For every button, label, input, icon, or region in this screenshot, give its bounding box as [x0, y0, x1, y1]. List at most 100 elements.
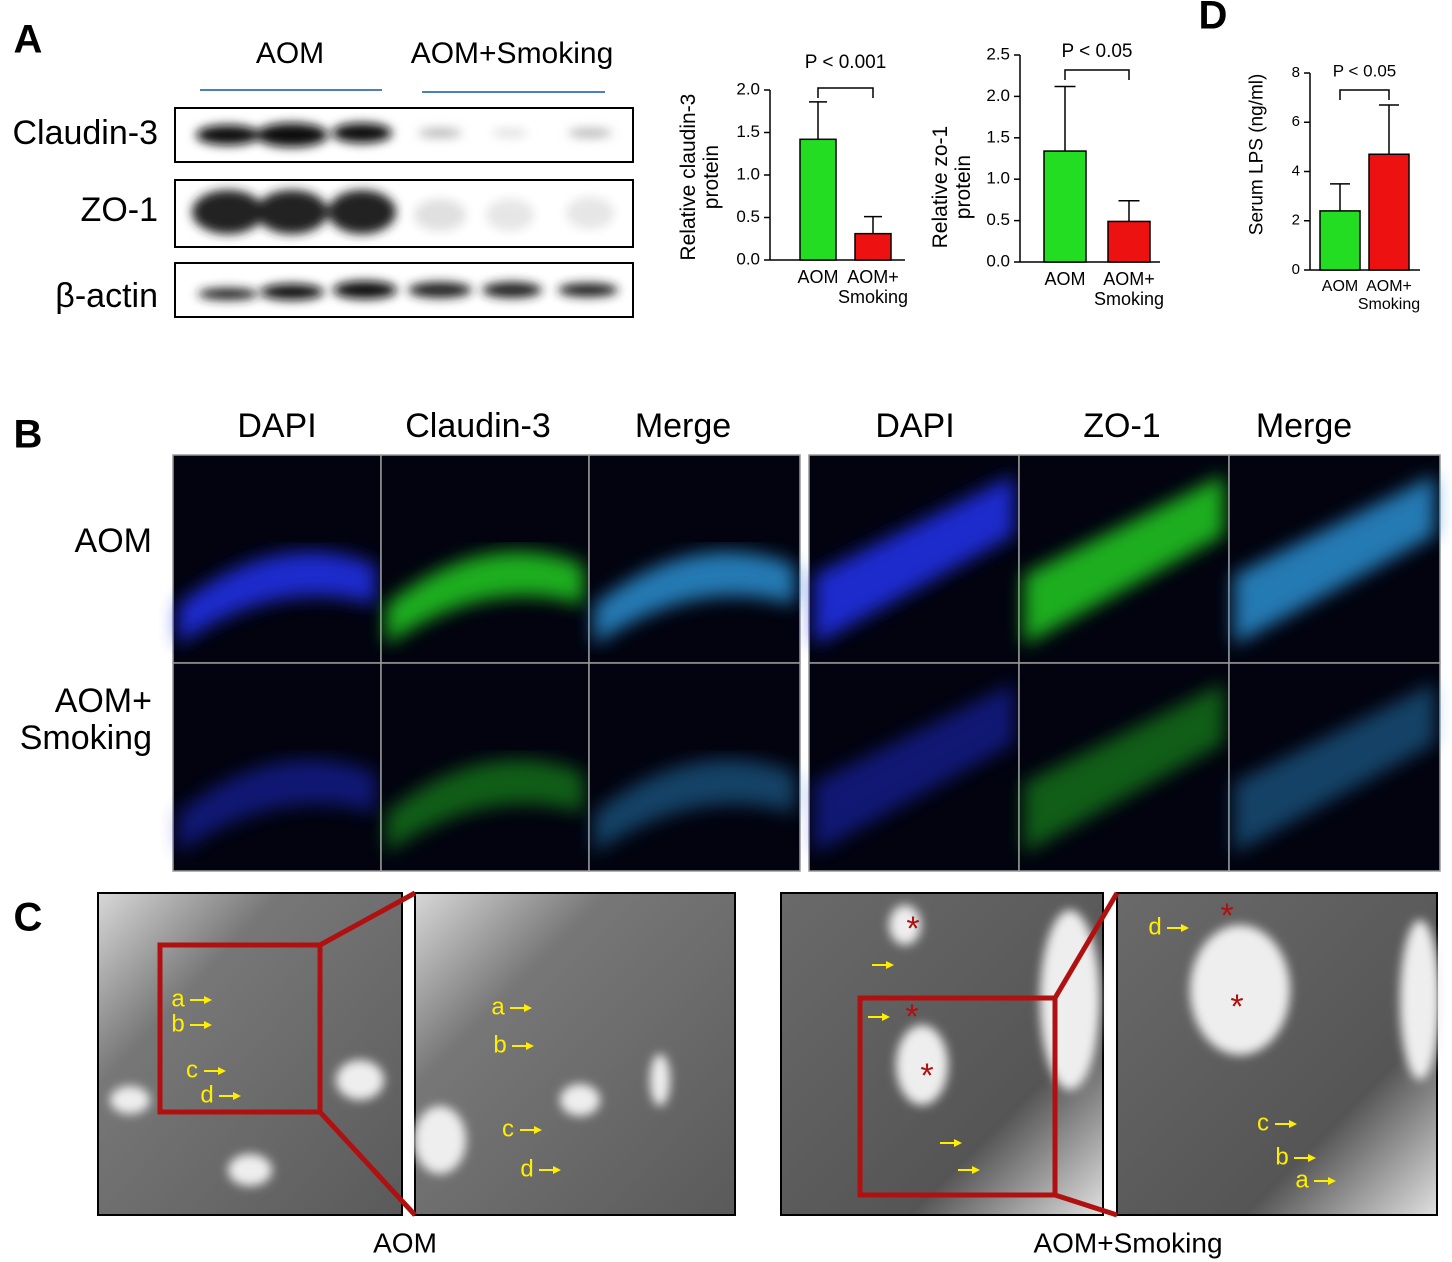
y-tick-label: 2.5	[986, 44, 1010, 63]
tissue	[1234, 475, 1435, 645]
blot-group-label: AOM+Smoking	[411, 37, 614, 70]
y-tick-label: 2.0	[736, 79, 760, 98]
marker-label: c	[186, 1056, 198, 1083]
bar	[1319, 210, 1361, 271]
arrow-head	[1181, 924, 1189, 932]
column-label: Merge	[635, 407, 731, 445]
y-tick-label: 2.0	[986, 86, 1010, 105]
marker-label: c	[502, 1115, 514, 1142]
arrow-head	[954, 1139, 962, 1147]
arrow-head	[218, 1067, 226, 1075]
y-tick-label: 0.0	[736, 249, 760, 268]
marker-label: b	[171, 1010, 184, 1037]
arrow-head	[204, 996, 212, 1004]
y-axis-label: Relative zo-1 protein	[928, 125, 975, 249]
marker-label: c	[1257, 1109, 1269, 1136]
bar	[1107, 220, 1151, 263]
arrow-head	[233, 1092, 241, 1100]
significance-bracket	[817, 87, 874, 98]
y-tick-label: 1.5	[736, 122, 760, 141]
blot-row-label: β-actin	[55, 277, 158, 315]
arrow-head	[1308, 1154, 1316, 1162]
em-caption: AOM	[373, 1227, 437, 1258]
arrow-head	[553, 1166, 561, 1174]
marker-label: a	[171, 985, 185, 1012]
marker-label: d	[200, 1081, 213, 1108]
arrow-head	[886, 961, 894, 969]
bar	[854, 232, 892, 261]
blot-group-label: AOM	[256, 37, 324, 70]
y-tick-label: 8	[1292, 64, 1300, 81]
annotation: P < 0.05	[1062, 41, 1133, 62]
marker-label: b	[1275, 1143, 1288, 1170]
row-label: AOM	[74, 522, 152, 560]
y-tick-label: 0	[1292, 261, 1300, 278]
bar	[1043, 150, 1087, 263]
significance-bracket	[1339, 89, 1390, 100]
annotation: P < 0.05	[1333, 61, 1397, 80]
tissue	[386, 551, 584, 645]
asterisk: *	[1230, 988, 1243, 1026]
marker-label: a	[1295, 1166, 1309, 1193]
tissue	[594, 551, 795, 645]
x-tick-label: AOM	[1044, 269, 1086, 289]
x-tick-label: AOM+ Smoking	[837, 267, 909, 307]
blot-row-label: ZO-1	[81, 191, 158, 229]
panel-label: D	[1199, 0, 1228, 38]
tissue	[814, 475, 1014, 645]
tissue	[178, 759, 376, 853]
column-label: ZO-1	[1083, 407, 1160, 445]
asterisk: *	[920, 1057, 933, 1095]
arrow-head	[204, 1021, 212, 1029]
y-tick-label: 1.0	[736, 164, 760, 183]
arrow-head	[1328, 1177, 1336, 1185]
tissue	[178, 551, 376, 645]
asterisk: *	[906, 910, 919, 948]
y-tick-label: 6	[1292, 113, 1300, 130]
arrow-head	[1289, 1120, 1297, 1128]
blot-row-label: Claudin-3	[12, 114, 158, 152]
row-label: AOM+ Smoking	[19, 682, 152, 758]
y-tick-label: 0.5	[736, 207, 760, 226]
marker-label: d	[520, 1155, 533, 1182]
x-tick-label: AOM	[1321, 278, 1359, 295]
tissue	[814, 683, 1014, 853]
marker-label: d	[1148, 913, 1161, 940]
panel-label: C	[14, 896, 43, 940]
panel-label: A	[14, 18, 43, 62]
y-tick-label: 0.5	[986, 210, 1010, 229]
column-label: DAPI	[237, 407, 316, 445]
arrow-head	[534, 1126, 542, 1134]
arrow-head	[972, 1166, 980, 1174]
tissue	[1024, 475, 1224, 645]
em-caption: AOM+Smoking	[1033, 1227, 1222, 1258]
column-label: DAPI	[875, 407, 954, 445]
tissue	[1234, 683, 1435, 853]
tissue	[594, 759, 795, 853]
fluorescence-images	[172, 454, 1441, 872]
column-label: Merge	[1256, 407, 1352, 445]
x-tick-label: AOM+ Smoking	[1093, 269, 1165, 309]
y-tick-label: 4	[1292, 162, 1300, 179]
marker-label: b	[493, 1031, 506, 1058]
bar	[799, 138, 837, 261]
western-blot	[174, 89, 634, 318]
asterisk: *	[1220, 897, 1233, 935]
y-axis-label: Serum LPS (ng/ml)	[1246, 73, 1268, 236]
y-tick-label: 2	[1292, 212, 1300, 229]
column-label: Claudin-3	[405, 407, 551, 445]
x-tick-label: AOM	[797, 267, 839, 287]
y-tick-label: 0.0	[986, 251, 1010, 270]
arrow-head	[524, 1004, 532, 1012]
y-tick-label: 1.5	[986, 127, 1010, 146]
y-axis-label: Relative claudin-3 protein	[676, 93, 723, 261]
tissue	[1024, 683, 1224, 853]
y-tick-label: 1.0	[986, 169, 1010, 188]
annotation: P < 0.001	[805, 52, 887, 73]
bar	[1368, 153, 1410, 271]
em-images	[97, 890, 1440, 1218]
tissue	[386, 759, 584, 853]
marker-label: a	[491, 993, 505, 1020]
